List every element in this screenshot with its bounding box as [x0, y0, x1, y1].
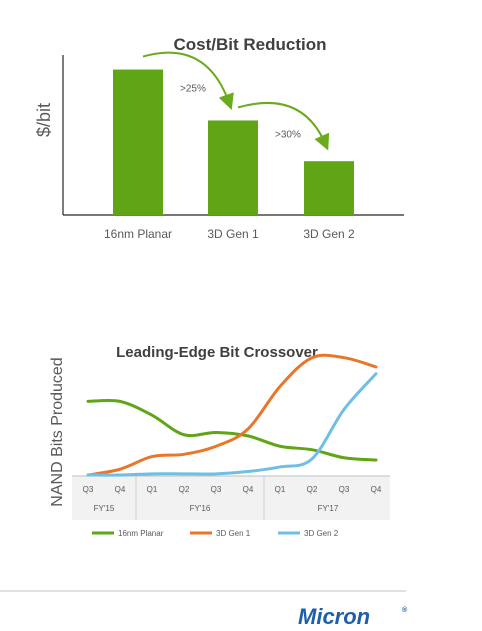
bar-chart-title: Cost/Bit Reduction [174, 35, 327, 54]
x-axis-band [72, 476, 390, 520]
bar-category-label: 3D Gen 2 [303, 227, 355, 241]
bit-crossover-chart: Leading-Edge Bit Crossover NAND Bits Pro… [49, 344, 390, 538]
logo-wordmark: Micron [298, 604, 370, 629]
quarter-label: Q3 [211, 485, 222, 494]
reduction-annotation: >25% [180, 84, 206, 95]
reduction-arrow [237, 101, 330, 151]
fiscal-year-label: FY'16 [190, 504, 211, 513]
cost-bit-chart: Cost/Bit Reduction $/bit 16nm Planar 3D G… [34, 35, 404, 241]
series-line [86, 398, 378, 462]
bar [208, 120, 258, 215]
micron-logo: Micron ® [298, 604, 408, 629]
bar [113, 69, 163, 215]
reduction-arrow [142, 51, 234, 110]
quarter-label: Q1 [275, 485, 286, 494]
fiscal-year-label: FY'17 [318, 504, 339, 513]
bar-category-label: 3D Gen 1 [207, 227, 259, 241]
quarter-label: Q4 [243, 485, 254, 494]
quarter-label: Q4 [115, 485, 126, 494]
series-line [86, 353, 378, 477]
reduction-annotation: >30% [275, 129, 301, 140]
quarter-label: Q1 [147, 485, 158, 494]
fiscal-year-label: FY'15 [94, 504, 115, 513]
quarter-label: Q3 [339, 485, 350, 494]
quarter-label: Q2 [307, 485, 318, 494]
bar-chart-ylabel: $/bit [34, 103, 54, 137]
series-line [86, 372, 378, 477]
quarter-label: Q4 [371, 485, 382, 494]
logo-registered-mark: ® [402, 606, 408, 614]
legend-label: 3D Gen 2 [304, 529, 339, 538]
line-chart-title: Leading-Edge Bit Crossover [116, 344, 318, 361]
legend-label: 3D Gen 1 [216, 529, 251, 538]
bar-category-label: 16nm Planar [104, 227, 172, 241]
quarter-label: Q3 [83, 485, 94, 494]
line-chart-ylabel: NAND Bits Produced [49, 357, 66, 506]
quarter-label: Q2 [179, 485, 190, 494]
bar [304, 161, 354, 215]
legend-label: 16nm Planar [118, 529, 164, 538]
